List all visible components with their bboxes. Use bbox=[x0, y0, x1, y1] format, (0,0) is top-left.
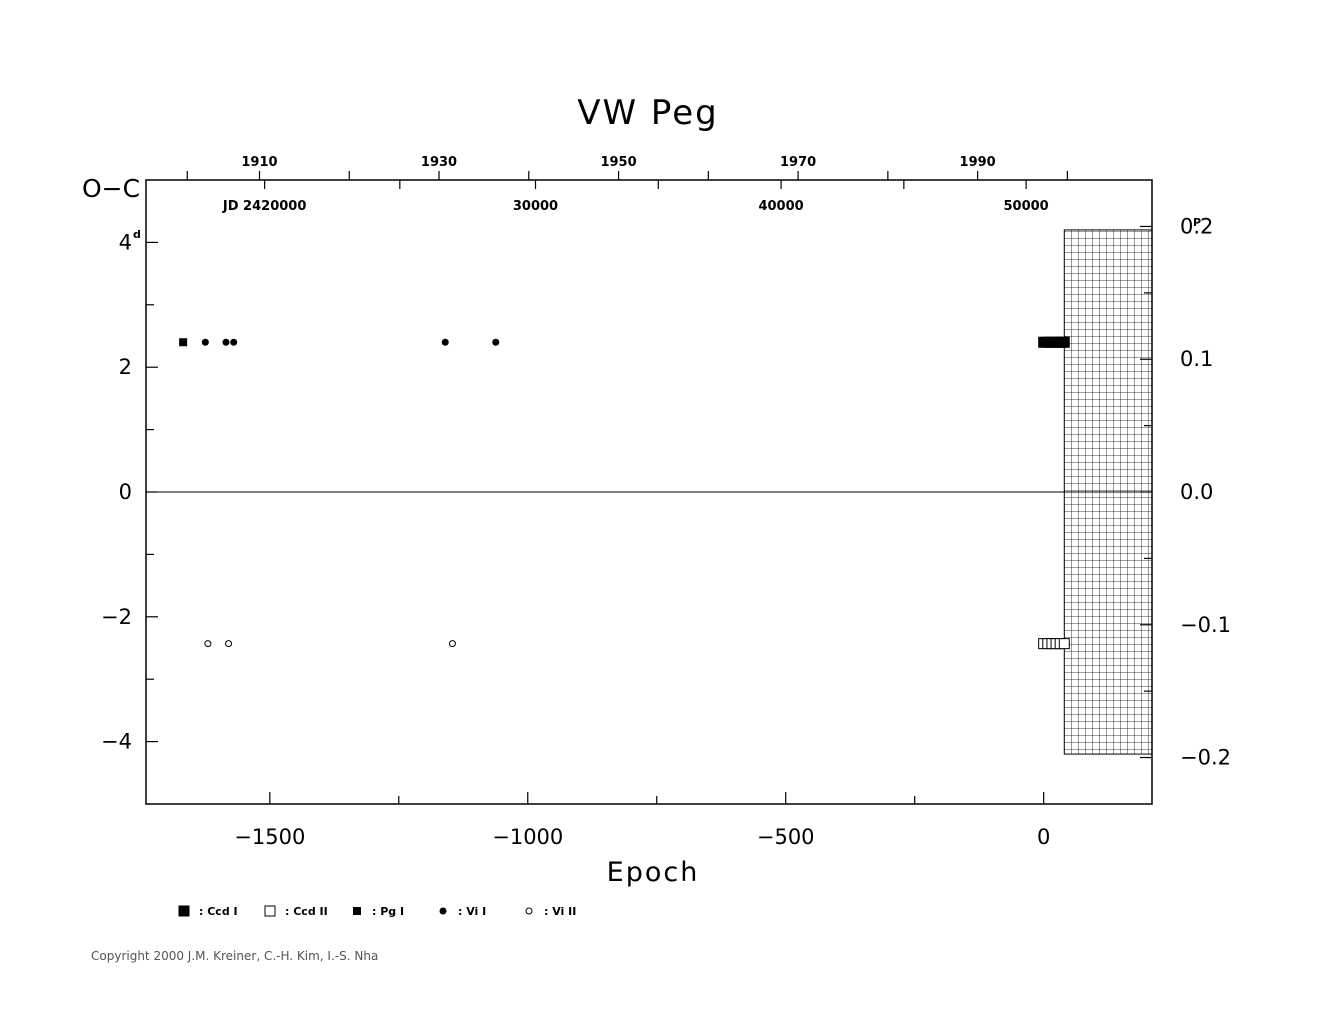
y-axis-unit: d bbox=[133, 228, 141, 241]
y2-tick-label: 0.2 bbox=[1180, 214, 1213, 238]
y-tick-label: 0 bbox=[119, 480, 132, 504]
data-point-square-small bbox=[179, 338, 188, 347]
data-point-circle-open bbox=[204, 640, 212, 648]
data-point-circle-open bbox=[225, 640, 233, 648]
legend-marker-square-filled bbox=[178, 905, 190, 917]
chart-title: VW Peg bbox=[577, 93, 718, 133]
legend-label: : Ccd I bbox=[199, 905, 238, 918]
legend: : Ccd I : Ccd II : Pg I : Vi I : Vi II bbox=[178, 905, 576, 918]
y-tick-label: 2 bbox=[119, 355, 132, 379]
year-tick-label: 1990 bbox=[960, 155, 996, 170]
y2-tick-label: −0.2 bbox=[1180, 746, 1231, 770]
x-axis-title: Epoch bbox=[607, 857, 700, 888]
plot-frame bbox=[145, 179, 1153, 805]
x-tick-label: −1000 bbox=[492, 825, 563, 849]
year-tick-label: 1930 bbox=[421, 155, 457, 170]
data-point-circle-filled bbox=[230, 338, 238, 346]
year-tick-label: 1970 bbox=[780, 155, 816, 170]
x-tick-label: −500 bbox=[757, 825, 815, 849]
data-point-square-filled bbox=[1058, 336, 1070, 348]
axis-labels: −1500 −1000 −500 0 −4 −2 0 2 4 −0.2 −0.1 0.0 0.1 0.2 1… bbox=[101, 155, 1231, 849]
y-axis-title: O−C bbox=[82, 174, 140, 203]
axis-ticks bbox=[146, 171, 1152, 804]
y-tick-label: −2 bbox=[101, 605, 132, 629]
y2-tick-label: 0.0 bbox=[1180, 480, 1213, 504]
y2-tick-label: 0.1 bbox=[1180, 347, 1213, 371]
data-points bbox=[179, 336, 1070, 650]
data-point-circle-filled bbox=[201, 338, 209, 346]
legend-label: : Vi I bbox=[458, 905, 486, 918]
legend-label: : Ccd II bbox=[285, 905, 328, 918]
legend-marker-circle-open bbox=[525, 907, 533, 915]
legend-marker-square-small bbox=[353, 907, 361, 915]
year-tick-label: 1910 bbox=[241, 155, 277, 170]
y2-axis-unit: P bbox=[1193, 216, 1201, 229]
data-point-circle-open bbox=[448, 640, 456, 648]
x-tick-label: −1500 bbox=[234, 825, 305, 849]
legend-label: : Vi II bbox=[544, 905, 576, 918]
year-tick-label: 1950 bbox=[600, 155, 636, 170]
jd-tick-label: 30000 bbox=[513, 199, 558, 214]
copyright-text: Copyright 2000 J.M. Kreiner, C.-H. Kim, … bbox=[91, 949, 379, 963]
data-point-square-open bbox=[1058, 638, 1070, 650]
y-tick-label: 4 bbox=[119, 230, 132, 254]
legend-marker-square-open bbox=[264, 905, 276, 917]
x-tick-label: 0 bbox=[1037, 825, 1050, 849]
legend-label: : Pg I bbox=[372, 905, 404, 918]
data-point-circle-filled bbox=[492, 338, 500, 346]
data-point-circle-filled bbox=[441, 338, 449, 346]
jd-tick-label: 50000 bbox=[1004, 199, 1049, 214]
y-tick-label: −4 bbox=[101, 730, 132, 754]
y2-tick-label: −0.1 bbox=[1180, 613, 1231, 637]
legend-marker-circle-filled bbox=[439, 907, 447, 915]
jd-tick-label: JD 2420000 bbox=[222, 199, 306, 214]
jd-tick-label: 40000 bbox=[758, 199, 803, 214]
data-point-circle-filled bbox=[222, 338, 230, 346]
